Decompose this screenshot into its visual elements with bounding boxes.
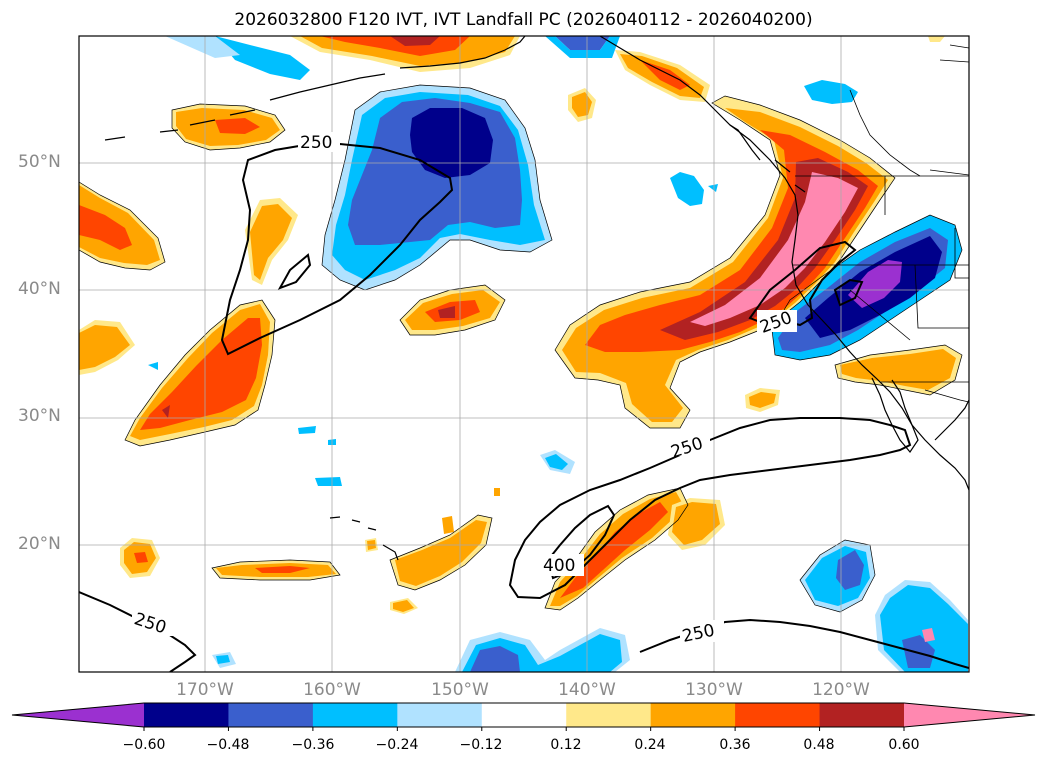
map-gridlines xyxy=(79,36,969,672)
positive-anomaly-west xyxy=(79,88,596,446)
political-borders xyxy=(792,44,969,403)
aleutians xyxy=(104,73,386,141)
map-title: 2026032800 F120 IVT, IVT Landfall PC (20… xyxy=(234,10,813,30)
positive-anomaly-subtropical xyxy=(120,388,780,614)
hawaii xyxy=(329,516,399,561)
lon-label-150w: 150°W xyxy=(431,680,489,700)
baja-coast xyxy=(871,377,919,454)
negative-anomaly-north-pacific xyxy=(322,85,552,290)
colorbar-tick-label: 0.48 xyxy=(803,737,835,753)
colorbar-extend-high xyxy=(904,703,1035,727)
colorbar-segment xyxy=(735,703,821,727)
colorbar-segment xyxy=(650,703,736,727)
contour-label: 400 xyxy=(543,556,575,576)
colorbar-extend-low xyxy=(12,703,144,727)
colorbar-tick-label: −0.24 xyxy=(375,737,419,753)
colorbar-tick-label: 0.36 xyxy=(719,737,751,753)
ivt-contour-250-south xyxy=(79,591,197,672)
positive-anomaly-baja xyxy=(835,345,962,395)
lon-label-130w: 130°W xyxy=(685,680,743,700)
alaska-coast-a xyxy=(399,36,526,69)
colorbar-segment xyxy=(566,703,652,727)
lat-label-50n: 50°N xyxy=(18,152,61,172)
negative-anomaly-south xyxy=(148,362,968,672)
mexico-coast xyxy=(934,399,969,441)
colorbar-segment xyxy=(312,703,398,727)
lon-label-170w: 170°W xyxy=(176,680,234,700)
north-america-coast xyxy=(599,36,969,491)
contour-label: 250 xyxy=(300,133,332,153)
positive-anomaly-top xyxy=(290,36,945,102)
colorbar-tick-label: 0.24 xyxy=(634,737,666,753)
lat-label-20n: 20°N xyxy=(18,534,61,554)
colorbar-segment xyxy=(819,703,905,727)
colorbar-tick-label: −0.12 xyxy=(459,737,503,753)
lon-label-160w: 160°W xyxy=(303,680,361,700)
neg-region-max xyxy=(410,108,493,178)
contour-label-backgrounds xyxy=(132,132,797,642)
coastlines xyxy=(104,36,969,561)
lat-label-30n: 30°N xyxy=(18,406,61,426)
ivt-contour-250-west xyxy=(220,142,454,356)
colorbar-tick-label: 0.60 xyxy=(888,737,920,753)
colorbar-tick-label: −0.60 xyxy=(122,737,166,753)
pos-region-ext xyxy=(690,172,858,326)
positive-anomaly-atmospheric-river xyxy=(555,96,895,428)
colorbar-segment xyxy=(397,703,483,727)
colorbar-segment xyxy=(481,703,567,727)
colorbar-segment xyxy=(144,703,229,727)
colorbar-outline xyxy=(11,702,1036,728)
negative-anomaly-top xyxy=(165,36,620,80)
bc-islands xyxy=(729,124,806,193)
colorbar-tick-label: −0.48 xyxy=(206,737,250,753)
colorbar-tick-label: 0.12 xyxy=(550,737,582,753)
map-frame xyxy=(78,35,970,673)
negative-anomaly-northeast-small xyxy=(670,80,858,206)
lon-label-140w: 140°W xyxy=(558,680,616,700)
colorbar-segment xyxy=(228,703,314,727)
lat-label-40n: 40°N xyxy=(18,279,61,299)
ivt-contour-250-california-b xyxy=(833,278,864,307)
pc-thin-contours xyxy=(79,84,963,613)
colorbar-tick-label: −0.36 xyxy=(291,737,335,753)
ivt-contour-250-small-loop xyxy=(277,253,312,290)
ivt-contour-250-subtropical xyxy=(508,417,912,600)
lon-label-120w: 120°W xyxy=(812,680,870,700)
